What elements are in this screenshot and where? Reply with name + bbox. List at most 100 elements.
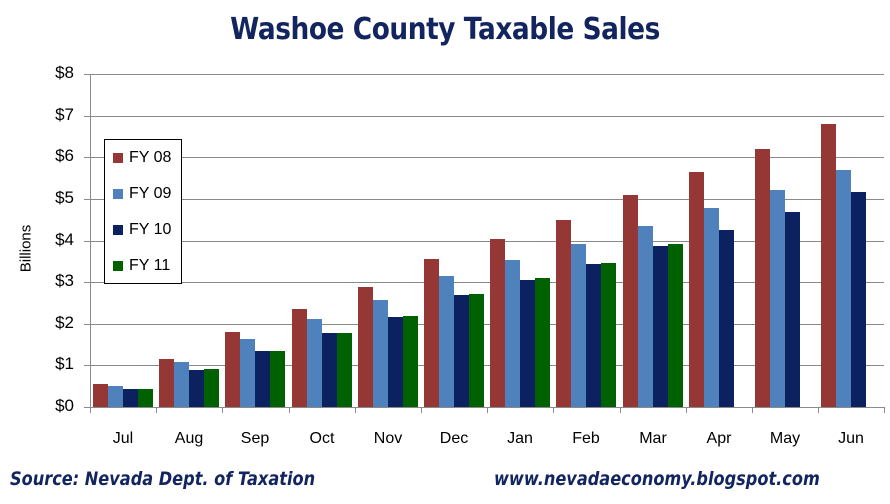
bar-fy10-apr [719, 230, 734, 407]
bar-fy08-jan [490, 239, 505, 407]
bar-fy10-mar [653, 246, 668, 407]
gridline [84, 241, 884, 242]
bar-fy08-jul [93, 384, 108, 407]
bar-fy08-feb [556, 220, 571, 407]
bar-fy08-nov [358, 287, 373, 407]
x-tick-mark [355, 407, 356, 413]
x-tick-label: May [769, 430, 801, 447]
bar-fy08-mar [623, 195, 638, 407]
bar-fy10-dec [454, 295, 469, 407]
bar-fy09-mar [638, 226, 653, 407]
gridline [84, 157, 884, 158]
legend-item: FY 10 [113, 220, 171, 240]
bar-fy10-oct [322, 333, 337, 407]
bar-fy11-jan [535, 278, 550, 407]
legend: FY 08 FY 09 FY 10 FY 11 [104, 139, 182, 284]
bar-fy08-dec [424, 259, 439, 407]
x-tick-label: Sep [240, 430, 270, 447]
bar-fy11-nov [403, 316, 418, 407]
x-tick-label: Nov [373, 430, 403, 447]
bar-fy09-feb [571, 244, 586, 407]
x-tick-label: Mar [639, 430, 667, 447]
x-tick-mark [884, 407, 885, 413]
bar-fy10-feb [586, 264, 601, 407]
legend-label: FY 08 [129, 149, 172, 166]
x-tick-mark [289, 407, 290, 413]
bar-fy11-feb [601, 263, 616, 407]
bar-fy09-dec [439, 276, 454, 407]
bar-fy08-may [755, 149, 770, 407]
bar-fy09-jul [108, 386, 123, 407]
gridline [84, 282, 884, 283]
y-tick-label: $3 [55, 271, 74, 290]
y-tick-label: $8 [55, 63, 74, 82]
x-tick-mark [553, 407, 554, 413]
gridline [84, 324, 884, 325]
gridline [84, 116, 884, 117]
bar-fy08-sep [225, 332, 240, 407]
bar-fy09-nov [373, 300, 388, 407]
bar-fy10-may [785, 212, 800, 407]
legend-label: FY 11 [129, 257, 171, 274]
y-tick-label: $1 [55, 354, 74, 373]
legend-swatch [113, 189, 123, 199]
bar-fy10-jan [520, 280, 535, 407]
bar-fy11-oct [337, 333, 352, 407]
bar-fy10-jul [123, 389, 138, 407]
y-tick-label: $7 [55, 105, 74, 124]
gridline [84, 407, 884, 408]
legend-label: FY 09 [129, 185, 172, 202]
y-tick-label: $6 [55, 146, 74, 165]
x-tick-label: Jun [838, 430, 864, 447]
y-axis-line [90, 74, 91, 413]
bar-fy08-oct [292, 309, 307, 407]
legend-swatch [113, 153, 123, 163]
x-tick-mark [421, 407, 422, 413]
x-tick-label: Aug [174, 430, 204, 447]
x-tick-mark [487, 407, 488, 413]
y-tick-label: $4 [55, 230, 74, 249]
source-note: Source: Nevada Dept. of Taxation [10, 468, 316, 490]
bar-fy09-apr [704, 208, 719, 407]
gridline [84, 74, 884, 75]
x-tick-label: Jan [507, 430, 533, 447]
bar-fy09-may [770, 190, 785, 407]
bar-fy08-apr [689, 172, 704, 407]
bar-fy09-oct [307, 319, 322, 407]
x-tick-mark [620, 407, 621, 413]
legend-item: FY 08 [113, 148, 171, 168]
y-axis-label: Billions [17, 224, 35, 273]
legend-item: FY 11 [113, 256, 170, 276]
x-tick-label: Feb [572, 430, 600, 447]
bar-fy09-jun [836, 170, 851, 407]
y-tick-label: $2 [55, 313, 74, 332]
bar-fy10-nov [388, 317, 403, 407]
bar-fy11-aug [204, 369, 219, 407]
x-tick-label: Dec [439, 430, 469, 447]
x-tick-mark [818, 407, 819, 413]
bar-fy08-jun [821, 124, 836, 407]
x-tick-mark [90, 407, 91, 413]
x-tick-mark [686, 407, 687, 413]
bar-fy10-aug [189, 370, 204, 407]
legend-label: FY 10 [129, 221, 172, 238]
x-tick-mark [222, 407, 223, 413]
legend-item: FY 09 [113, 184, 171, 204]
y-tick-label: $5 [55, 188, 74, 207]
y-tick-label: $0 [55, 396, 74, 415]
bar-fy11-mar [668, 244, 683, 407]
bar-fy09-aug [174, 362, 189, 407]
bar-fy09-jan [505, 260, 520, 407]
x-tick-label: Apr [706, 430, 732, 447]
x-tick-mark [156, 407, 157, 413]
x-tick-mark [752, 407, 753, 413]
bar-fy10-sep [255, 351, 270, 407]
bar-fy09-sep [240, 339, 255, 407]
legend-swatch [113, 261, 123, 271]
bar-fy08-aug [159, 359, 174, 407]
legend-swatch [113, 225, 123, 235]
bar-fy11-sep [270, 351, 285, 407]
x-tick-label: Oct [309, 430, 335, 447]
bar-fy10-jun [851, 192, 866, 407]
blog-url: www.nevadaeconomy.blogspot.com [494, 468, 820, 490]
